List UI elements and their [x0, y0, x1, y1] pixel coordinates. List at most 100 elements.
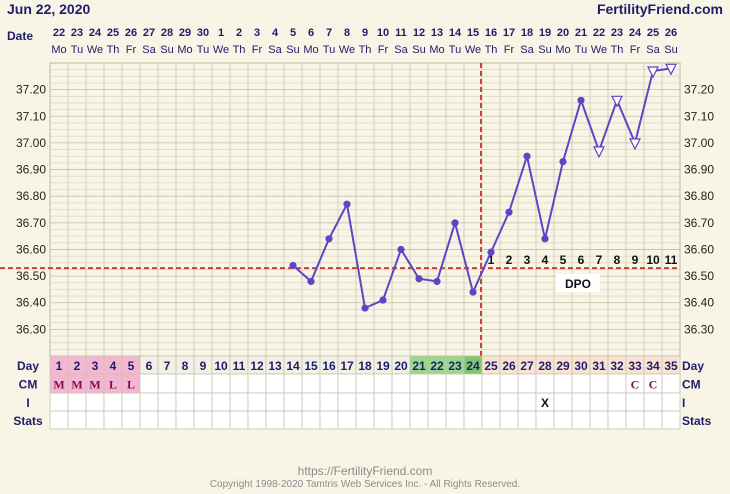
stats-cell: [553, 410, 573, 430]
temperature-point: [379, 296, 387, 304]
weekday-label: Mo: [429, 44, 444, 56]
temperature-point: [469, 288, 477, 296]
temperature-point: [523, 152, 531, 160]
stats-cell: [463, 410, 483, 430]
cm-cell: [139, 373, 159, 394]
i-cell: [301, 392, 321, 412]
site-url[interactable]: https://FertilityFriend.com: [297, 464, 433, 478]
weekday-label: Mo: [177, 44, 192, 56]
stats-cell: [193, 410, 213, 430]
stats-cell: [445, 410, 465, 430]
cycle-day-number: 22: [430, 359, 444, 373]
weekday-label: Su: [160, 44, 173, 56]
dpo-label-box: [556, 274, 600, 292]
cycle-day-number: 10: [214, 359, 228, 373]
cycle-day-number: 31: [592, 359, 606, 373]
y-tick-label-left: 36.70: [16, 216, 46, 230]
date-label: 26: [125, 27, 137, 39]
stats-cell: [589, 410, 609, 430]
stats-cell: [229, 410, 249, 430]
i-row-label: I: [26, 396, 29, 410]
i-cell: [157, 392, 177, 412]
cycle-day-number: 9: [200, 359, 207, 373]
date-label: 23: [71, 27, 83, 39]
y-tick-label-right: 36.80: [684, 189, 714, 203]
temperature-point: [451, 219, 459, 227]
temperature-point: [541, 235, 549, 243]
date-label: 24: [89, 27, 102, 39]
copyright-text: Copyright 1998-2020 Tamtris Web Services…: [209, 479, 521, 490]
stats-cell: [175, 410, 195, 430]
date-label: 22: [53, 27, 65, 39]
dpo-number: 4: [542, 253, 549, 267]
stats-cell: [571, 410, 591, 430]
i-cell: [571, 392, 591, 412]
y-tick-label-right: 37.10: [684, 109, 714, 123]
brand-name: FertilityFriend.com: [597, 1, 723, 17]
weekday-label: Tu: [71, 44, 83, 56]
weekday-label: Sa: [142, 44, 156, 56]
cm-cell: [355, 373, 375, 394]
weekday-label: Fr: [252, 44, 263, 56]
cycle-day-number: 3: [92, 359, 99, 373]
cm-mark: M: [53, 378, 64, 392]
weekday-label: Tu: [449, 44, 461, 56]
date-label: 27: [143, 27, 155, 39]
date-label: 1: [218, 27, 224, 39]
date-label: 20: [557, 27, 569, 39]
i-cell: [175, 392, 195, 412]
cycle-day-number: 29: [556, 359, 570, 373]
stats-cell: [157, 410, 177, 430]
stats-cell: [373, 410, 393, 430]
date-label: 13: [431, 27, 443, 39]
weekday-label: Th: [233, 44, 246, 56]
date-label: 14: [449, 27, 462, 39]
weekday-label: Tu: [323, 44, 335, 56]
i-cell: [265, 392, 285, 412]
date-label: 23: [611, 27, 623, 39]
i-cell: [481, 392, 501, 412]
cycle-day-number: 33: [628, 359, 642, 373]
date-label: 16: [485, 27, 497, 39]
temperature-point: [433, 277, 441, 286]
cm-cell: [175, 373, 195, 394]
i-cell: [499, 392, 519, 412]
cm-cell: [229, 373, 249, 394]
stats-cell: [481, 410, 501, 430]
dpo-number: 8: [614, 253, 621, 267]
stats-cell: [427, 410, 447, 430]
i-cell: [589, 392, 609, 412]
weekday-label: We: [87, 44, 103, 56]
weekday-label: Th: [107, 44, 120, 56]
weekday-label: Tu: [575, 44, 587, 56]
date-label: 2: [236, 27, 242, 39]
y-tick-label-left: 36.40: [16, 296, 46, 310]
date-label: 9: [362, 27, 368, 39]
chart-date: Jun 22, 2020: [7, 1, 90, 17]
cm-cell: [409, 373, 429, 394]
y-tick-label-left: 36.80: [16, 189, 46, 203]
date-label: 30: [197, 27, 209, 39]
i-cell: [283, 392, 303, 412]
i-cell: [661, 392, 681, 412]
cm-cell: [589, 373, 609, 394]
cm-cell: [265, 373, 285, 394]
cm-cell: [283, 373, 303, 394]
weekday-label: Sa: [268, 44, 282, 56]
day-row-label: Day: [17, 359, 39, 373]
cycle-day-number: 13: [268, 359, 282, 373]
cm-cell: [571, 373, 591, 394]
stats-cell: [301, 410, 321, 430]
cycle-day-number: 19: [376, 359, 390, 373]
cycle-day-number: 11: [233, 359, 246, 373]
temperature-point: [577, 96, 585, 104]
cm-cell: [193, 373, 213, 394]
i-cell: [337, 392, 357, 412]
date-label: 8: [344, 27, 350, 39]
date-label: 4: [272, 27, 279, 39]
weekday-label: Fr: [504, 44, 515, 56]
stats-cell: [643, 410, 663, 430]
cycle-day-number: 32: [610, 359, 624, 373]
temperature-line: [292, 67, 672, 310]
i-cell: [103, 392, 123, 412]
